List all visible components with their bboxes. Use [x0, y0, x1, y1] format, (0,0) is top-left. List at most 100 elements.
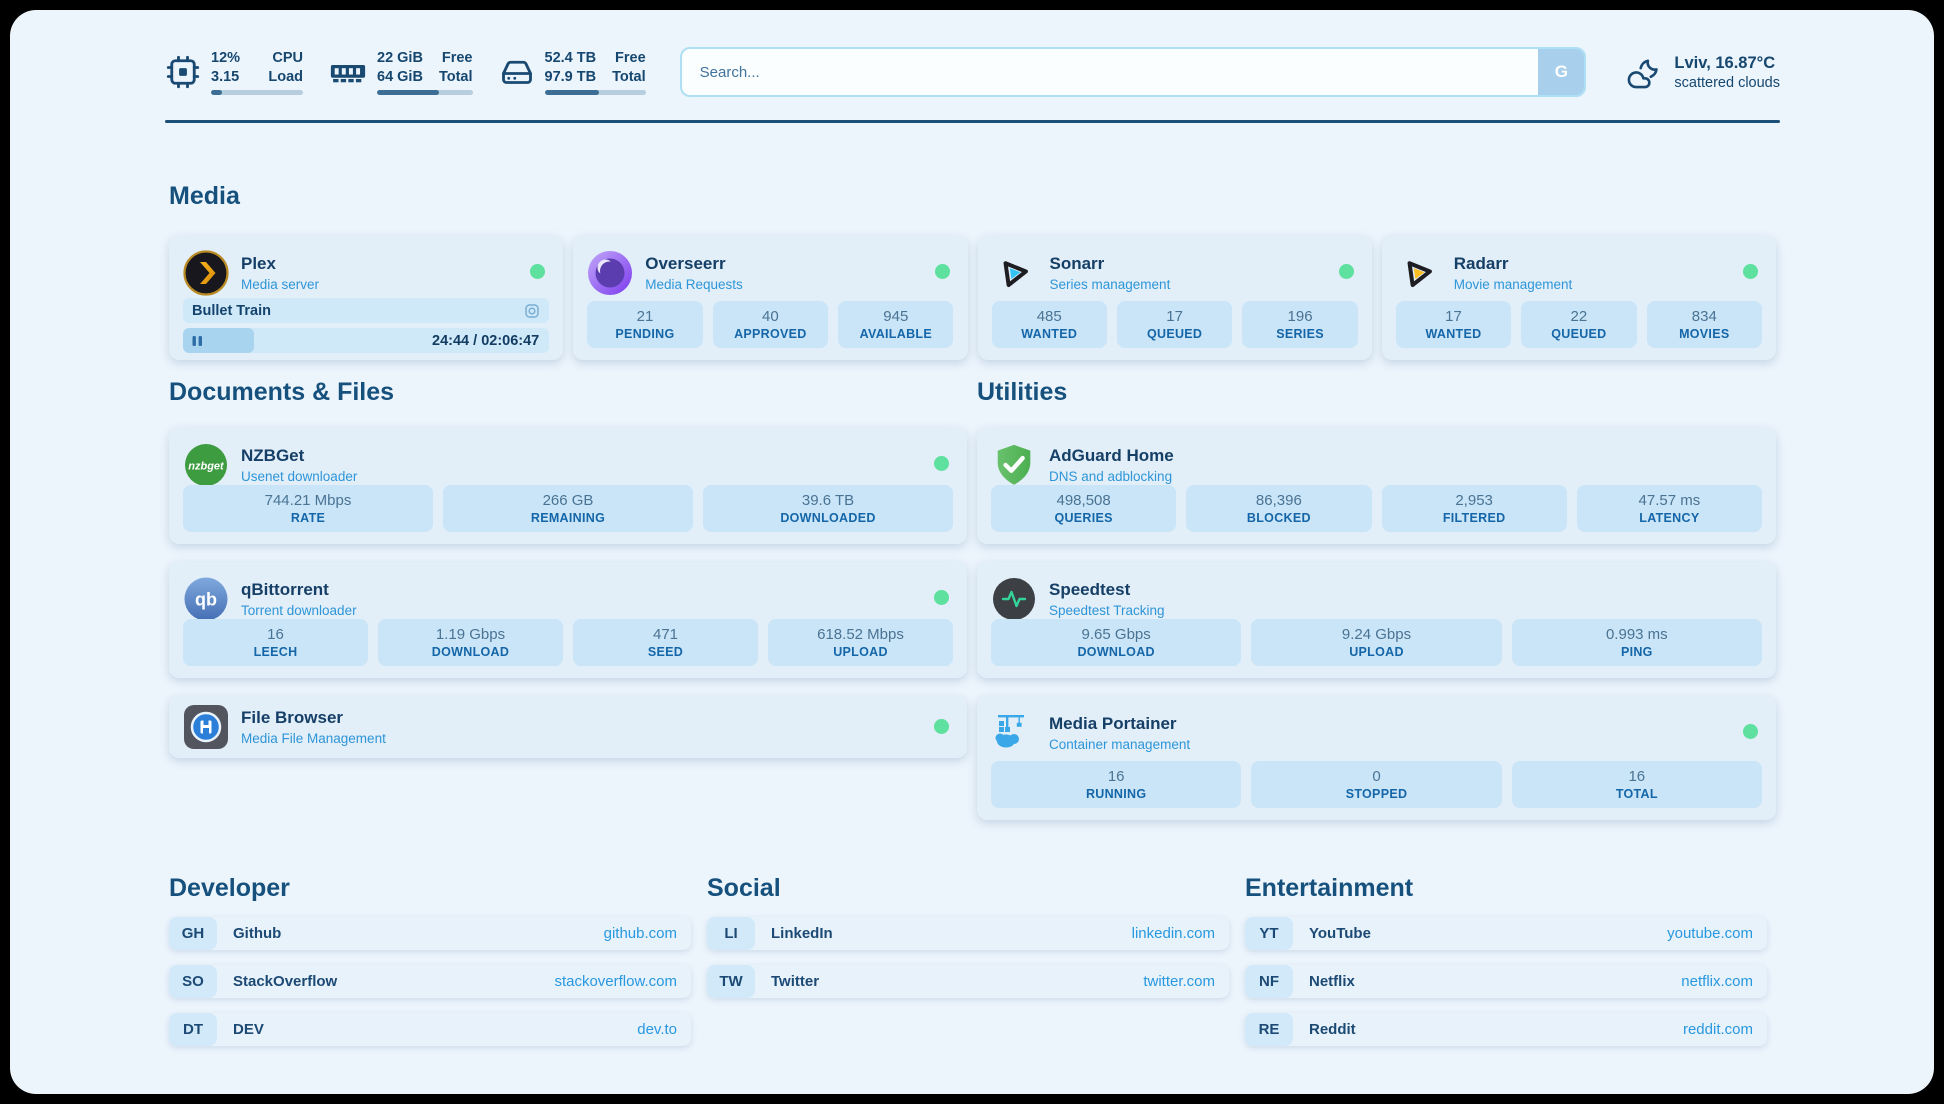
stat-value: 744.21 Mbps: [264, 492, 352, 509]
app-subtitle: Media Requests: [645, 277, 743, 293]
section-header-utilities: Utilities: [977, 378, 1068, 406]
stat-label: QUEUED: [1146, 327, 1203, 341]
disk-free: 52.4 TB: [544, 49, 597, 66]
stat-value: 196: [1287, 308, 1313, 325]
bookmark-github[interactable]: GH Github github.com: [169, 917, 691, 950]
app-card-portainer[interactable]: Media Portainer Container management 16 …: [977, 696, 1776, 820]
bookmark-column-social: Social LI LinkedIn linkedin.com TW Twitt…: [707, 874, 1229, 1013]
stat-label: PENDING: [615, 327, 675, 341]
stat-value: 9.65 Gbps: [1081, 626, 1151, 643]
stat-label: DOWNLOADED: [780, 511, 876, 525]
app-card-qbittorrent[interactable]: qb qBittorrent Torrent downloader 16 LEE…: [169, 562, 967, 678]
speedtest-icon: [991, 576, 1037, 622]
overseerr-icon: [587, 250, 633, 296]
stat-blocked: 86,396 BLOCKED: [1186, 485, 1372, 532]
app-title: NZBGet: [241, 445, 305, 465]
search-provider-button[interactable]: G: [1538, 49, 1585, 95]
bookmark-abbr: TW: [707, 965, 755, 998]
stat-download: 9.65 Gbps DOWNLOAD: [991, 619, 1242, 666]
cpu-widget: 12% CPU 3.15 Load: [165, 49, 303, 96]
adguard-icon: [991, 442, 1037, 488]
stat-rate: 744.21 Mbps RATE: [183, 485, 433, 532]
now-playing-row[interactable]: Bullet Train: [183, 298, 550, 323]
stat-label: STOPPED: [1345, 787, 1408, 801]
stat-value: 266 GB: [542, 492, 594, 509]
stat-value: 21: [636, 308, 654, 325]
stat-label: LEECH: [253, 645, 298, 659]
app-card-adguard[interactable]: AdGuard Home DNS and adblocking 498,508 …: [977, 428, 1776, 544]
app-card-plex[interactable]: Plex Media server Bullet Train: [169, 236, 564, 360]
stat-value: 16: [1628, 768, 1646, 785]
stat-value: 40: [762, 308, 779, 325]
bookmark-youtube[interactable]: YT YouTube youtube.com: [1245, 917, 1767, 950]
section-header-documents: Documents & Files: [169, 378, 395, 406]
top-bar: 12% CPU 3.15 Load: [165, 44, 1780, 100]
bookmark-url: netflix.com: [1681, 973, 1753, 990]
stat-value: 9.24 Gbps: [1341, 626, 1412, 643]
now-playing-title: Bullet Train: [192, 302, 271, 319]
stat-label: BLOCKED: [1246, 511, 1311, 525]
status-online-dot: [1338, 264, 1354, 279]
stat-value: 0: [1372, 768, 1381, 785]
stat-queued: 22 QUEUED: [1521, 301, 1637, 348]
app-title: Speedtest: [1049, 579, 1131, 599]
weather-condition: scattered clouds: [1674, 74, 1780, 91]
bookmark-dev[interactable]: DT DEV dev.to: [169, 1013, 691, 1046]
stat-filtered: 2,953 FILTERED: [1381, 485, 1567, 532]
bookmark-name: LinkedIn: [771, 925, 833, 942]
app-subtitle: Movie management: [1453, 277, 1573, 293]
app-title: Radarr: [1453, 253, 1509, 273]
stat-movies: 834 MOVIES: [1646, 301, 1762, 348]
bookmark-twitter[interactable]: TW Twitter twitter.com: [707, 965, 1229, 998]
memory-total: 64 GiB: [377, 68, 423, 85]
search-input[interactable]: [679, 47, 1587, 97]
stat-queued: 17 QUEUED: [1116, 301, 1233, 348]
nzbget-icon: nzbget: [183, 442, 229, 488]
section-header-social: Social: [707, 874, 781, 902]
stat-label: FILTERED: [1442, 511, 1506, 525]
stat-queries: 498,508 QUERIES: [991, 485, 1177, 532]
stat-upload: 618.52 Mbps UPLOAD: [768, 619, 953, 666]
app-title: File Browser: [241, 707, 344, 727]
app-card-nzbget[interactable]: nzbget NZBGet Usenet downloader 744.21 M…: [169, 428, 967, 544]
app-card-speedtest[interactable]: Speedtest Speedtest Tracking 9.65 Gbps D…: [977, 562, 1776, 678]
stat-label: APPROVED: [734, 327, 807, 341]
app-card-overseerr[interactable]: Overseerr Media Requests 21 PENDING 40 A…: [573, 236, 968, 360]
app-title: Sonarr: [1049, 253, 1105, 273]
weather-widget[interactable]: Lviv, 16.87°C scattered clouds: [1626, 54, 1780, 91]
stat-label: AVAILABLE: [859, 327, 932, 341]
app-card-filebrowser[interactable]: File Browser Media File Management: [169, 696, 967, 758]
app-title: AdGuard Home: [1049, 445, 1174, 465]
app-subtitle: Speedtest Tracking: [1049, 603, 1165, 619]
bookmark-column-entertainment: Entertainment YT YouTube youtube.com NF …: [1245, 874, 1767, 1061]
stat-value: 945: [883, 308, 909, 325]
bookmark-linkedin[interactable]: LI LinkedIn linkedin.com: [707, 917, 1229, 950]
bookmark-reddit[interactable]: RE Reddit reddit.com: [1245, 1013, 1767, 1046]
stat-value: 86,396: [1255, 492, 1302, 509]
bookmark-netflix[interactable]: NF Netflix netflix.com: [1245, 965, 1767, 998]
app-card-sonarr[interactable]: Sonarr Series management 485 WANTED 17 Q…: [977, 236, 1372, 360]
memory-total-label: Total: [438, 68, 473, 85]
stat-label: DOWNLOAD: [1077, 645, 1155, 659]
media-card-row: Plex Media server Bullet Train: [169, 236, 1776, 360]
stat-value: 17: [1166, 308, 1183, 325]
resource-widgets: 12% CPU 3.15 Load: [165, 49, 646, 96]
stat-stopped: 0 STOPPED: [1251, 761, 1502, 808]
cpu-label: CPU: [272, 49, 303, 66]
utilities-column: AdGuard Home DNS and adblocking 498,508 …: [977, 428, 1776, 820]
section-header-media: Media: [169, 182, 240, 210]
stat-label: QUEUED: [1551, 327, 1607, 341]
bookmark-name: Netflix: [1309, 973, 1355, 990]
stat-wanted: 485 WANTED: [991, 301, 1107, 348]
app-title: qBittorrent: [241, 579, 329, 599]
stat-value: 0.993 ms: [1605, 626, 1668, 643]
stat-value: 47.57 ms: [1638, 492, 1701, 509]
bookmark-stackoverflow[interactable]: SO StackOverflow stackoverflow.com: [169, 965, 691, 998]
playback-progress-bar[interactable]: 24:44 / 02:06:47: [183, 328, 550, 353]
app-card-radarr[interactable]: Radarr Movie management 17 WANTED 22 QUE…: [1381, 236, 1776, 360]
stat-value: 2,953: [1455, 492, 1493, 509]
radarr-icon: [1396, 250, 1442, 296]
stat-label: PING: [1620, 645, 1653, 659]
status-online-dot: [530, 264, 546, 279]
stat-label: QUERIES: [1054, 511, 1113, 525]
